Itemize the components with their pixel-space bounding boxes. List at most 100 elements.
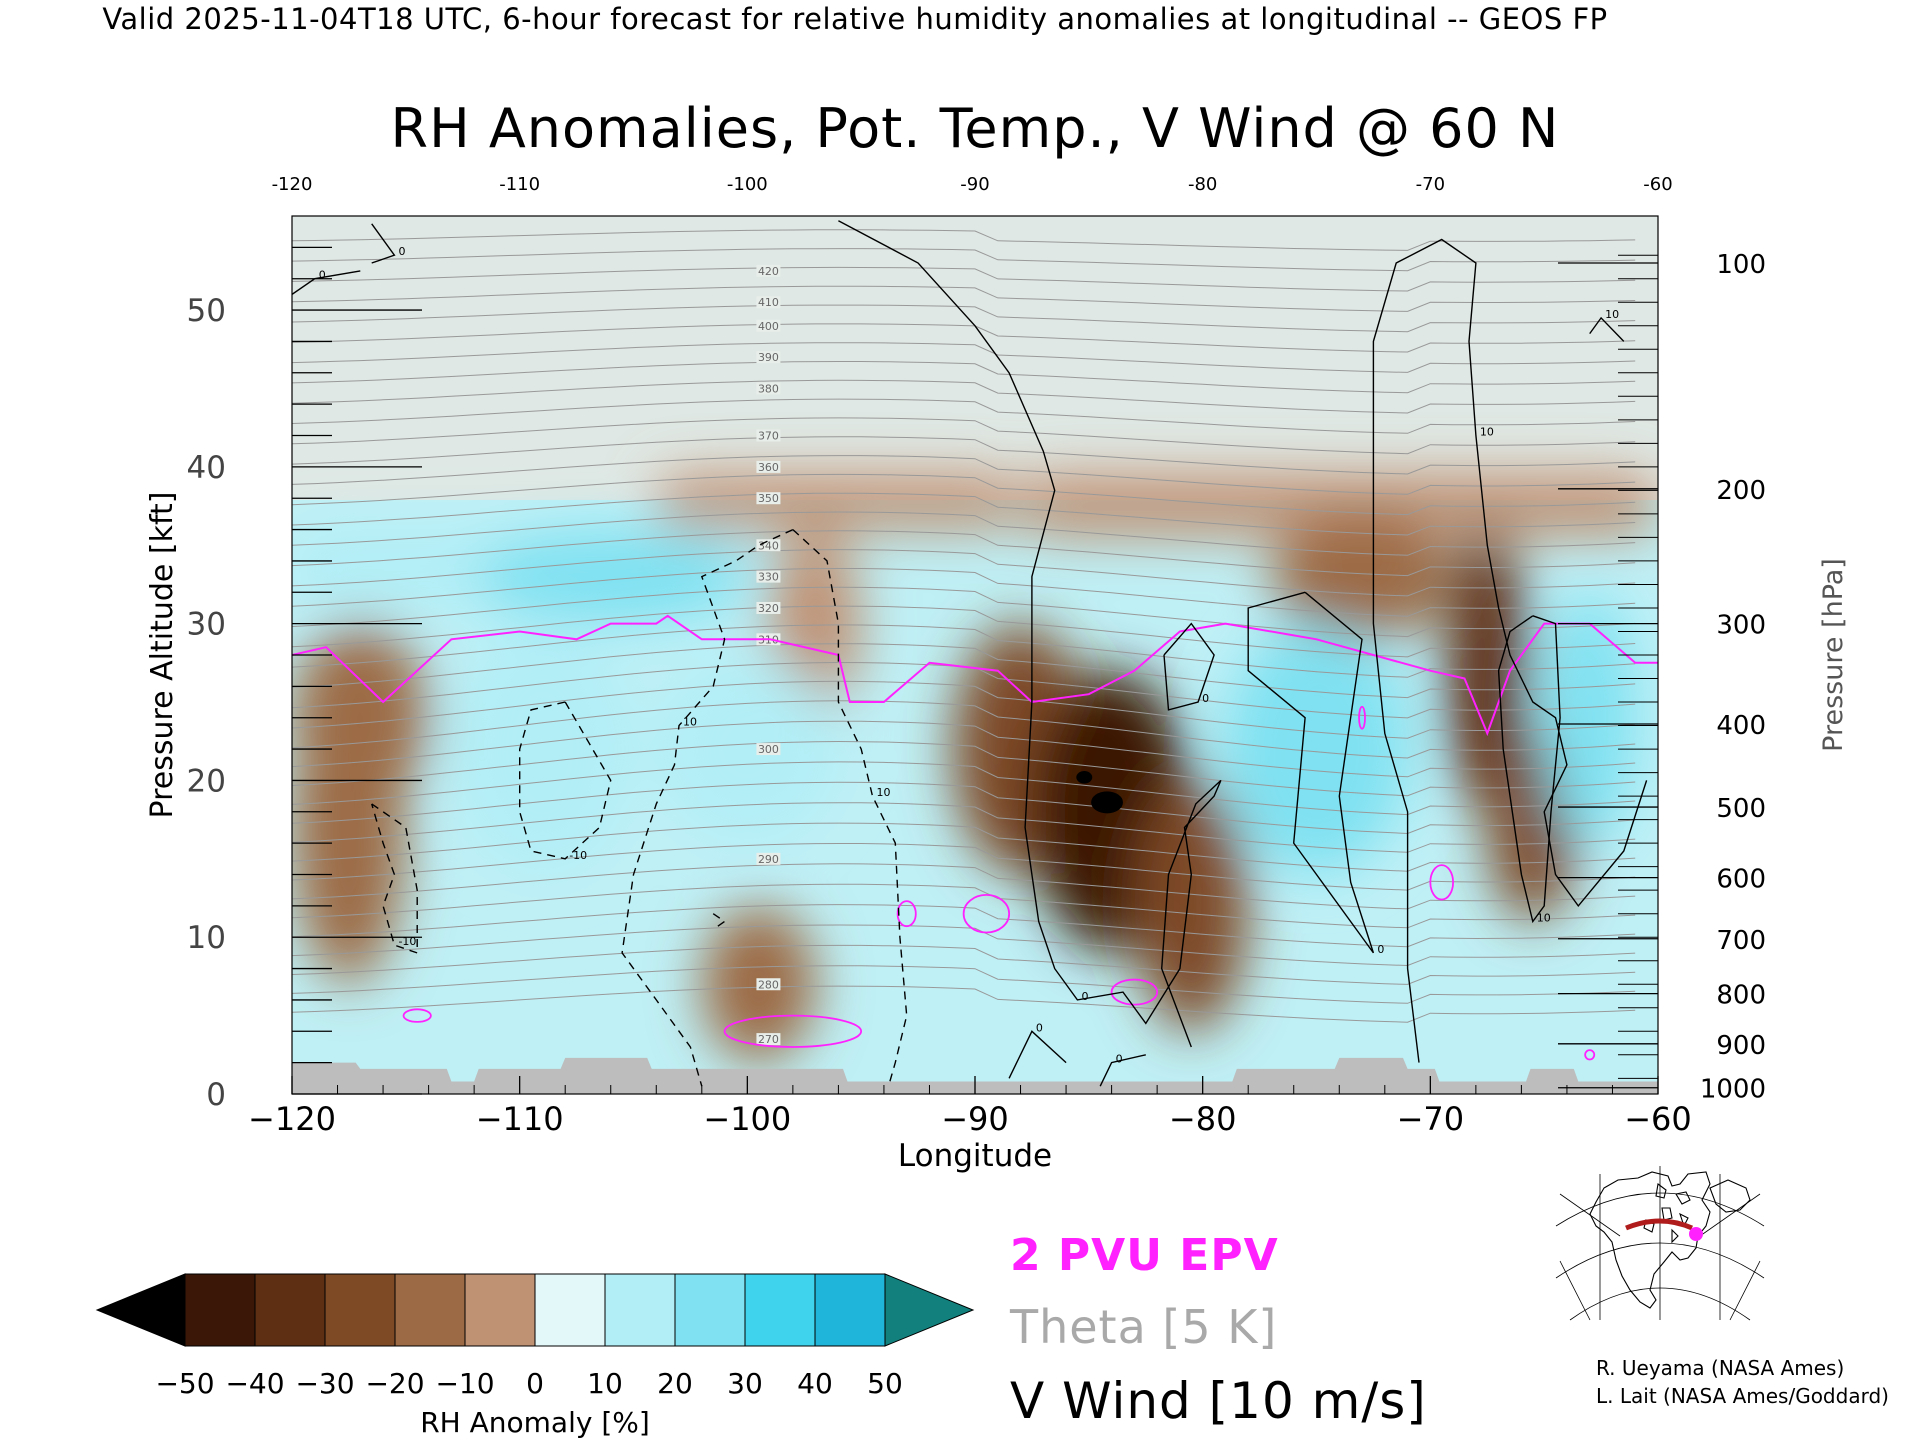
pressure-tick-label: 300 — [1716, 611, 1766, 641]
epv-contour — [1110, 978, 1159, 1006]
vwind-label: 10 — [1537, 912, 1551, 925]
theta-contour — [292, 802, 1636, 853]
x-tick-label: −110 — [476, 1100, 564, 1138]
vwind-label: 10 — [877, 786, 891, 799]
theta-contour — [292, 361, 1636, 394]
theta-label-bg — [756, 601, 781, 614]
theta-contour — [292, 586, 1636, 638]
vwind-label: 0 — [1377, 943, 1384, 956]
x-top-tick-label: -80 — [1188, 174, 1217, 195]
theta-contour — [292, 781, 1636, 835]
colorbar: −50 −40 −30 −20 −10 0 10 20 30 40 50 — [95, 1273, 975, 1400]
theta-label-bg — [756, 570, 781, 583]
theta-contour — [292, 680, 1636, 739]
x-axis-top: -120 -110 -100 -90 -80 -70 -60 — [272, 174, 1673, 195]
x-top-tick-label: -70 — [1416, 174, 1445, 195]
theta-label-bg — [756, 743, 781, 756]
epv-contour — [1358, 705, 1366, 730]
epv-contour — [962, 893, 1011, 934]
theta-label: 290 — [758, 853, 779, 866]
vwind-contour — [1163, 622, 1215, 711]
anomaly-region — [1225, 623, 1408, 875]
theta-contour — [292, 248, 1636, 272]
theta-label: 420 — [758, 265, 779, 278]
y-tick-label: 30 — [187, 607, 226, 643]
vwind-contour — [371, 223, 396, 264]
theta-label: 370 — [758, 430, 779, 443]
colorbar-box — [394, 1273, 466, 1347]
colorbar-box — [464, 1273, 536, 1347]
legend-entry: V Wind [10 m/s] — [1010, 1372, 1427, 1430]
colorbar-tick-label: −10 — [435, 1367, 494, 1400]
theta-contour — [292, 624, 1636, 678]
theta-label-bg — [756, 319, 781, 332]
vwind-contour — [1099, 1054, 1146, 1087]
credit-lait: L. Lait (NASA Ames/Goddard) — [1596, 1384, 1889, 1408]
theta-label: 270 — [758, 1033, 779, 1046]
y-tick-label: 10 — [187, 920, 226, 956]
x-tick-label: −120 — [248, 1100, 336, 1138]
theta-contour — [292, 924, 1636, 967]
theta-label: 280 — [758, 978, 779, 991]
theta-label-bg — [756, 852, 781, 865]
theta-label: 380 — [758, 382, 779, 395]
x-tick-label: −80 — [1169, 1100, 1237, 1138]
theta-contour — [292, 863, 1636, 910]
colorbar-tick-label: −30 — [295, 1367, 354, 1400]
theta-contour — [292, 473, 1636, 516]
theta-label: 350 — [758, 492, 779, 505]
theta-label: 340 — [758, 539, 779, 552]
chart-title: RH Anomalies, Pot. Temp., V Wind @ 60 N — [391, 97, 1560, 160]
colorbar-box — [534, 1273, 606, 1347]
theta-label-bg — [756, 382, 781, 395]
vwind-label: 0 — [398, 245, 405, 258]
theta-contour — [292, 530, 1636, 577]
vwind-label: -10 — [569, 849, 587, 862]
anomaly-region — [656, 655, 839, 844]
vwind-label: 0 — [1202, 692, 1209, 705]
theta-contour — [292, 643, 1636, 699]
theta-label-bg — [756, 492, 781, 505]
colorbar-tick-label: 10 — [587, 1367, 623, 1400]
theta-label: 360 — [758, 461, 779, 474]
vwind-contour — [1589, 316, 1625, 342]
colorbar-tick-label: −20 — [365, 1367, 424, 1400]
anomaly-core — [1076, 771, 1093, 784]
theta-label: 330 — [758, 571, 779, 584]
theta-contour — [292, 229, 1636, 251]
x-top-tick-label: -120 — [272, 174, 313, 195]
right-ticks: 100 200 300 400 500 600 700 800 900 1000 — [1558, 250, 1766, 1105]
location-marker — [1689, 1227, 1703, 1241]
theta-contour — [292, 549, 1636, 597]
theta-contour — [292, 304, 1636, 333]
theta-label: 390 — [758, 351, 779, 364]
theta-contour — [292, 436, 1636, 475]
theta-contour — [292, 455, 1636, 495]
pressure-tick-label: 600 — [1716, 865, 1766, 895]
anomaly-core — [1091, 791, 1123, 814]
epv-contour — [1429, 864, 1455, 901]
theta-label: 400 — [758, 320, 779, 333]
vwind-contour — [621, 528, 794, 1087]
legend: 2 PVU EPV Theta [5 K] V Wind [10 m/s] — [1009, 1230, 1427, 1430]
pressure-tick-label: 700 — [1716, 926, 1766, 956]
anomaly-region — [474, 529, 748, 624]
vwind-label: -10 — [398, 935, 416, 948]
colorbar-label: RH Anomaly [%] — [420, 1406, 650, 1439]
colorbar-tick-label: 40 — [797, 1367, 833, 1400]
theta-label-bg — [756, 1033, 781, 1046]
y-axis-label-left: Pressure Altitude [kft] — [145, 492, 180, 819]
header-text: Valid 2025-11-04T18 UTC, 6-hour forecast… — [102, 2, 1608, 36]
x-top-tick-label: -100 — [727, 174, 768, 195]
x-tick-label: −60 — [1624, 1100, 1692, 1138]
theta-contour — [292, 700, 1636, 759]
vwind-label: 0 — [1036, 1021, 1043, 1034]
colorbar-box — [184, 1273, 256, 1347]
x-top-tick-label: -110 — [499, 174, 540, 195]
vwind-contour — [1008, 1030, 1067, 1079]
vwind-contour — [792, 529, 908, 1087]
epv-contour — [896, 900, 917, 928]
plot-area: 2702802903003103203303403503603703803904… — [292, 216, 1658, 1094]
theta-label-bg — [756, 351, 781, 364]
